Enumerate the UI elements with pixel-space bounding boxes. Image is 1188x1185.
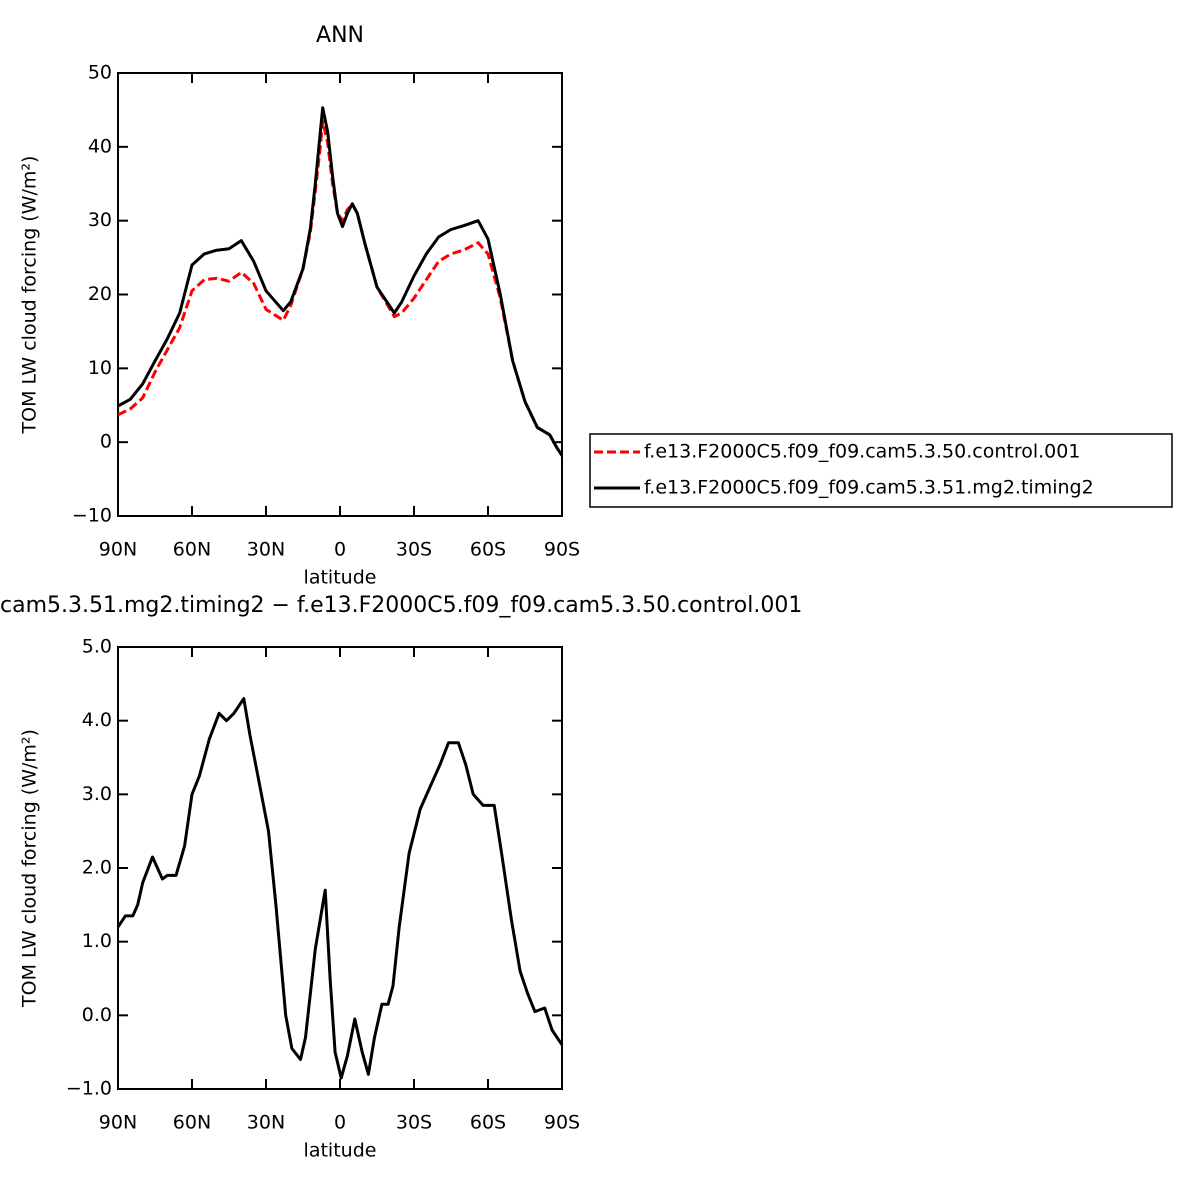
y-tick-label: 40 xyxy=(88,135,112,157)
x-tick-label: 60S xyxy=(470,1112,506,1134)
y-tick-label: 4.0 xyxy=(82,709,112,731)
x-tick-label: 0 xyxy=(334,1112,346,1134)
data-line xyxy=(116,697,564,1080)
x-tick-label: 90S xyxy=(544,1112,580,1134)
x-tick-label: 30S xyxy=(396,1112,432,1134)
y-tick-label: 0 xyxy=(100,431,112,453)
y-tick-label: 20 xyxy=(88,283,112,305)
y-tick-label: 5.0 xyxy=(82,636,112,658)
x-tick-label: 90N xyxy=(99,539,137,561)
x-axis-label: latitude xyxy=(304,567,377,589)
y-axis-label: TOM LW cloud forcing (W/m²) xyxy=(19,156,41,435)
x-tick-label: 60N xyxy=(173,1112,211,1134)
y-tick-label: 2.0 xyxy=(82,857,112,879)
y-axis-label: TOM LW cloud forcing (W/m²) xyxy=(19,729,41,1008)
legend-box xyxy=(589,433,1173,508)
x-tick-label: 30S xyxy=(396,539,432,561)
y-tick-label: −10 xyxy=(72,505,112,527)
x-tick-label: 90S xyxy=(544,539,580,561)
plot-frame xyxy=(117,646,563,1090)
y-tick-label: 50 xyxy=(88,62,112,84)
y-tick-label: 0.0 xyxy=(82,1004,112,1026)
y-tick-label: 30 xyxy=(88,209,112,231)
legend-label: f.e13.F2000C5.f09_f09.cam5.3.51.mg2.timi… xyxy=(644,477,1094,499)
y-tick-label: 3.0 xyxy=(82,783,112,805)
data-line xyxy=(117,106,564,457)
x-tick-label: 60N xyxy=(173,539,211,561)
x-tick-label: 30N xyxy=(247,539,285,561)
legend-label: f.e13.F2000C5.f09_f09.cam5.3.50.control.… xyxy=(644,441,1080,463)
chart-title: cam5.3.51.mg2.timing2 − f.e13.F2000C5.f0… xyxy=(0,593,802,618)
chart-title: ANN xyxy=(316,23,364,48)
x-tick-label: 60S xyxy=(470,539,506,561)
x-axis-label: latitude xyxy=(304,1140,377,1162)
data-line xyxy=(117,119,564,457)
y-tick-label: −1.0 xyxy=(66,1078,112,1100)
y-tick-label: 10 xyxy=(88,357,112,379)
x-tick-label: 90N xyxy=(99,1112,137,1134)
y-tick-label: 1.0 xyxy=(82,930,112,952)
x-tick-label: 30N xyxy=(247,1112,285,1134)
x-tick-label: 0 xyxy=(334,539,346,561)
